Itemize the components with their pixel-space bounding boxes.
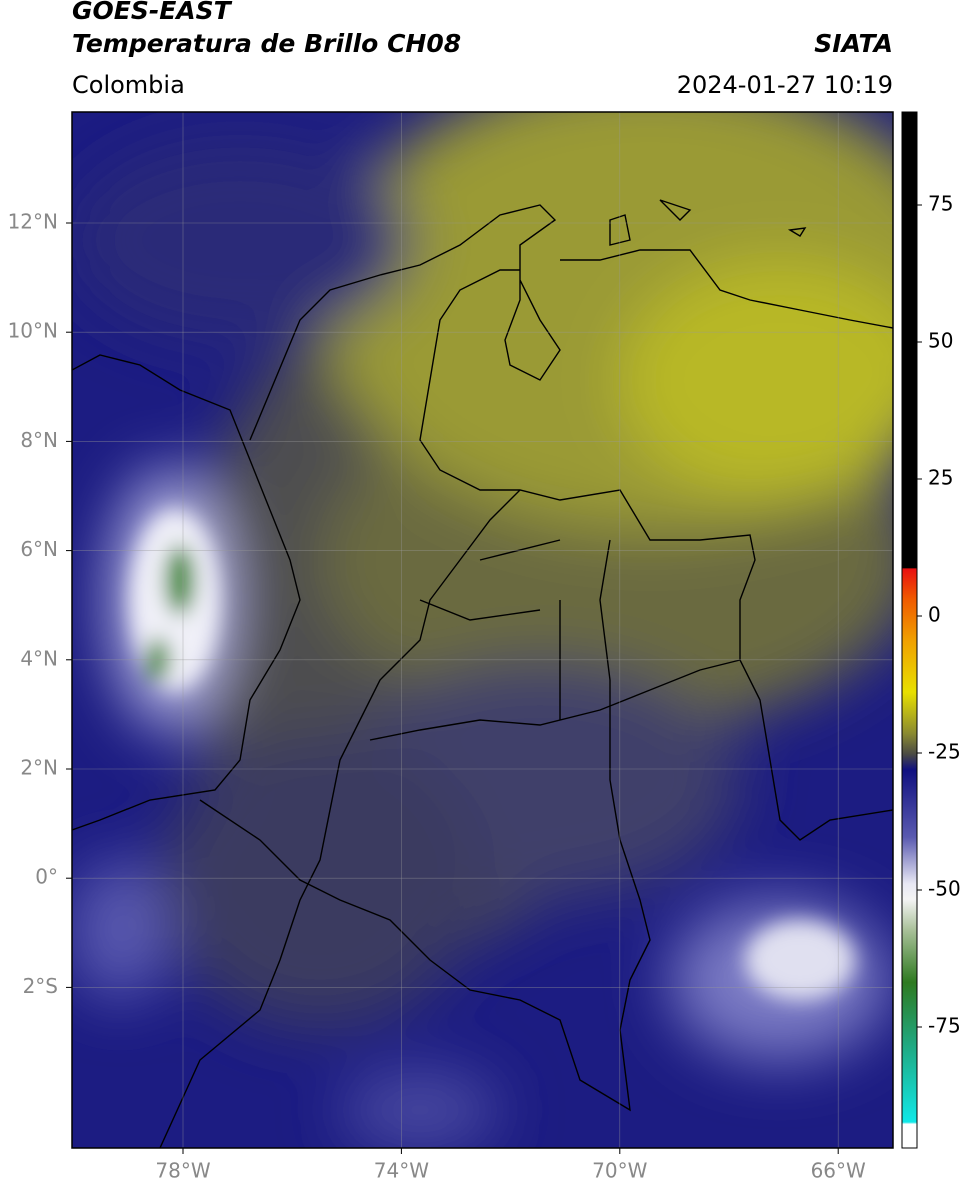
- graticule: [72, 112, 893, 1148]
- subtitle: Temperatura de Brillo CH08: [72, 29, 462, 58]
- colorbar-tick-label: 50: [928, 329, 953, 353]
- satellite-image: [72, 112, 893, 1148]
- colorbar-tick-label: -50: [928, 877, 961, 901]
- lon-tick-label: 66°W: [811, 1159, 866, 1183]
- source: SIATA: [814, 29, 893, 58]
- map-frame: [71, 111, 894, 1149]
- colorbar-tick-label: 0: [928, 603, 941, 627]
- datetime: 2024-01-27 10:19: [676, 71, 893, 99]
- colorbar-tick-label: 75: [928, 192, 953, 216]
- lat-tick-label: 4°N: [20, 646, 58, 670]
- lat-tick-label: 2°S: [23, 974, 58, 998]
- lon-tick-label: 78°W: [155, 1159, 210, 1183]
- colorbar-tick-label: -25: [928, 740, 961, 764]
- lon-tick-label: 70°W: [592, 1159, 647, 1183]
- title: GOES-EAST: [72, 0, 231, 25]
- colorbar-tick-label: 25: [928, 466, 953, 490]
- region: Colombia: [72, 71, 185, 99]
- lat-tick-label: 2°N: [20, 756, 58, 780]
- lat-tick-label: 8°N: [20, 428, 58, 452]
- lat-tick-label: 0°: [35, 865, 58, 889]
- lon-tick-label: 74°W: [374, 1159, 429, 1183]
- lat-tick-label: 12°N: [8, 210, 58, 234]
- colorbar-tick-label: -75: [928, 1014, 961, 1038]
- lat-tick-label: 6°N: [20, 537, 58, 561]
- colorbar: [901, 111, 918, 1149]
- lat-tick-label: 10°N: [8, 319, 58, 343]
